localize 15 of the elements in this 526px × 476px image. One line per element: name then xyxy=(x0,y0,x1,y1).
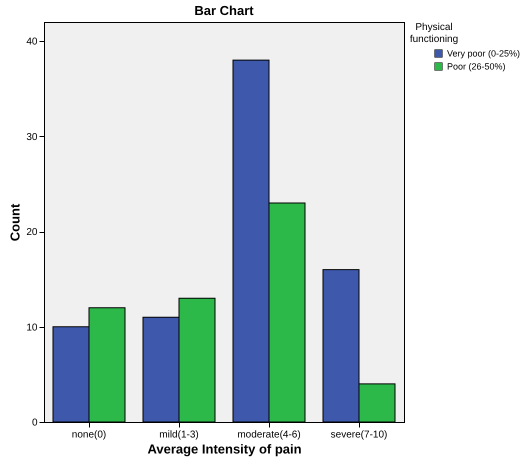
x-axis-title: Average Intensity of pain xyxy=(147,442,302,456)
x-tick-label: moderate(4-6) xyxy=(237,430,301,440)
x-tick-label: none(0) xyxy=(72,430,106,440)
legend-label: Poor (26-50%) xyxy=(447,62,506,72)
x-tick-label: severe(7-10) xyxy=(330,430,388,440)
legend-title: Physical functioning xyxy=(410,22,458,45)
y-axis-title: Count xyxy=(7,203,22,242)
y-tick-label: 10 xyxy=(26,322,38,334)
x-tick-label: mild(1-3) xyxy=(159,430,199,440)
y-tick-label: 30 xyxy=(26,132,38,143)
y-tick-label: 20 xyxy=(26,227,38,238)
chart-title: Bar Chart xyxy=(194,3,254,18)
legend-label: Very poor (0-25%) xyxy=(447,48,520,58)
y-tick-label: 0 xyxy=(32,418,38,428)
y-tick-label: 40 xyxy=(26,36,38,48)
